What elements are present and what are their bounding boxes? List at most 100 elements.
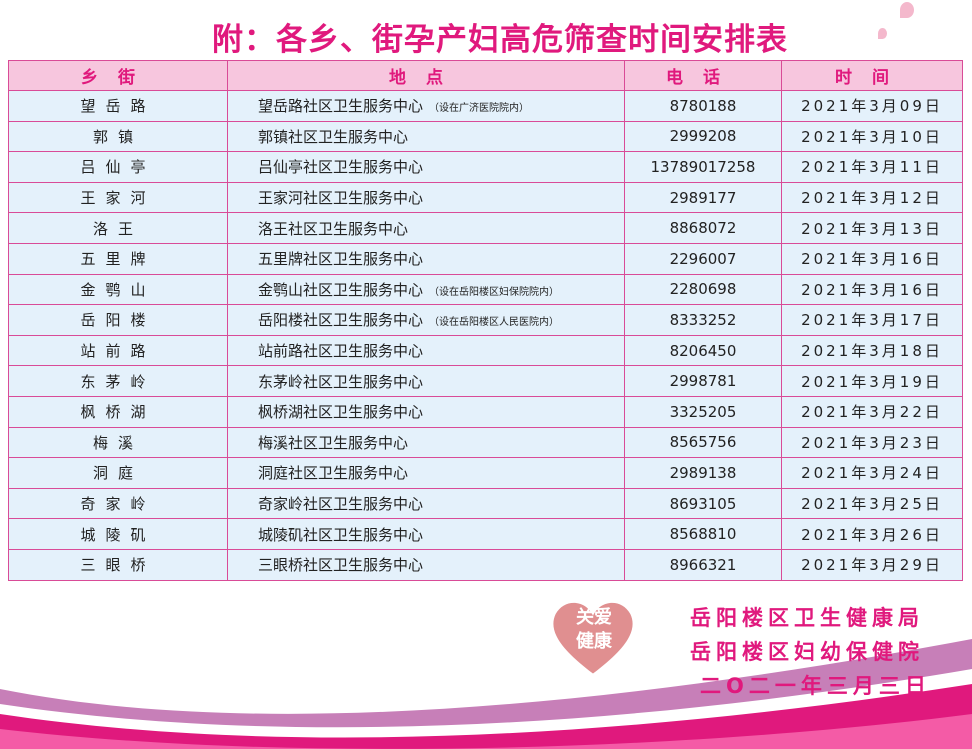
- location-name: 枫桥湖社区卫生服务中心: [258, 403, 424, 422]
- date-cell: 2021年3月12日: [781, 181, 963, 214]
- location-name: 站前路社区卫生服务中心: [258, 342, 424, 361]
- phone-cell: 2989177: [624, 181, 782, 214]
- table-row: 站前路 站前路社区卫生服务中心 8206450 2021年3月18日: [8, 334, 963, 367]
- street-cell: 奇家岭: [8, 487, 228, 520]
- table-row: 梅溪 梅溪社区卫生服务中心 8565756 2021年3月23日: [8, 426, 963, 459]
- date-cell: 2021年3月16日: [781, 242, 963, 275]
- date-cell: 2021年3月18日: [781, 334, 963, 367]
- location-note: （设在岳阳楼区人民医院内）: [429, 317, 560, 329]
- table-row: 金鹗山 金鹗山社区卫生服务中心 （设在岳阳楼区妇保院院内） 2280698 202…: [8, 273, 963, 306]
- schedule-table: 乡街 地点 电话 时间 望岳路 望岳路社区卫生服务中心 （设在广济医院院内） 87…: [8, 60, 963, 581]
- logo-line2: 健康: [576, 631, 612, 652]
- table-row: 五里牌 五里牌社区卫生服务中心 2296007 2021年3月16日: [8, 242, 963, 275]
- street-cell: 岳阳楼: [8, 304, 228, 336]
- phone-cell: 8568810: [624, 518, 782, 550]
- date-cell: 2021年3月11日: [781, 151, 963, 183]
- date-cell: 2021年3月22日: [781, 395, 963, 428]
- street-cell: 站前路: [8, 334, 228, 367]
- decorative-wave-band: [0, 639, 972, 749]
- phone-cell: 8693105: [624, 487, 782, 520]
- heart-logo-text: 关爱 健康: [570, 606, 618, 654]
- table-row: 城陵矶 城陵矶社区卫生服务中心 8568810 2021年3月26日: [8, 518, 963, 550]
- org-maternal-hospital: 岳阳楼区妇幼保健院: [690, 640, 924, 664]
- location-name: 三眼桥社区卫生服务中心: [258, 556, 424, 575]
- header-phone: 电话: [624, 60, 782, 91]
- location-cell: 洛王社区卫生服务中心: [227, 212, 625, 244]
- location-cell: 望岳路社区卫生服务中心 （设在广济医院院内）: [227, 90, 625, 122]
- table-row: 望岳路 望岳路社区卫生服务中心 （设在广济医院院内） 8780188 2021年3…: [8, 90, 963, 122]
- date-cell: 2021年3月29日: [781, 548, 963, 581]
- table-row: 郭镇 郭镇社区卫生服务中心 2999208 2021年3月10日: [8, 120, 963, 153]
- footer-date: 二O二一年三月三日: [700, 674, 931, 698]
- table-row: 奇家岭 奇家岭社区卫生服务中心 8693105 2021年3月25日: [8, 487, 963, 520]
- phone-cell: 2998781: [624, 365, 782, 397]
- location-cell: 枫桥湖社区卫生服务中心: [227, 395, 625, 428]
- location-name: 吕仙亭社区卫生服务中心: [258, 158, 424, 177]
- street-cell: 望岳路: [8, 90, 228, 122]
- street-cell: 王家河: [8, 181, 228, 214]
- street-cell: 枫桥湖: [8, 395, 228, 428]
- phone-cell: 2280698: [624, 273, 782, 306]
- date-cell: 2021年3月16日: [781, 273, 963, 306]
- location-name: 奇家岭社区卫生服务中心: [258, 495, 424, 514]
- table-row: 王家河 王家河社区卫生服务中心 2989177 2021年3月12日: [8, 181, 963, 214]
- date-cell: 2021年3月24日: [781, 457, 963, 489]
- location-name: 洛王社区卫生服务中心: [258, 219, 409, 238]
- table-row: 吕仙亭 吕仙亭社区卫生服务中心 13789017258 2021年3月11日: [8, 151, 963, 183]
- location-cell: 城陵矶社区卫生服务中心: [227, 518, 625, 550]
- petal-decoration: [900, 2, 914, 18]
- phone-cell: 3325205: [624, 395, 782, 428]
- date-cell: 2021年3月25日: [781, 487, 963, 520]
- table-row: 岳阳楼 岳阳楼社区卫生服务中心 （设在岳阳楼区人民医院内） 8333252 202…: [8, 304, 963, 336]
- location-cell: 站前路社区卫生服务中心: [227, 334, 625, 367]
- location-cell: 金鹗山社区卫生服务中心 （设在岳阳楼区妇保院院内）: [227, 273, 625, 306]
- header-date: 时间: [781, 60, 963, 91]
- table-row: 洛王 洛王社区卫生服务中心 8868072 2021年3月13日: [8, 212, 963, 244]
- phone-cell: 2989138: [624, 457, 782, 489]
- location-name: 梅溪社区卫生服务中心: [258, 433, 409, 452]
- location-cell: 梅溪社区卫生服务中心: [227, 426, 625, 459]
- date-cell: 2021年3月10日: [781, 120, 963, 153]
- table-row: 洞庭 洞庭社区卫生服务中心 2989138 2021年3月24日: [8, 457, 963, 489]
- location-name: 王家河社区卫生服务中心: [258, 189, 424, 208]
- phone-cell: 2296007: [624, 242, 782, 275]
- location-cell: 吕仙亭社区卫生服务中心: [227, 151, 625, 183]
- phone-cell: 8868072: [624, 212, 782, 244]
- street-cell: 东茅岭: [8, 365, 228, 397]
- org-health-bureau: 岳阳楼区卫生健康局: [690, 606, 924, 630]
- location-name: 洞庭社区卫生服务中心: [258, 464, 409, 483]
- header-street: 乡街: [8, 60, 228, 91]
- location-cell: 东茅岭社区卫生服务中心: [227, 365, 625, 397]
- date-cell: 2021年3月19日: [781, 365, 963, 397]
- phone-cell: 8966321: [624, 548, 782, 581]
- phone-cell: 8565756: [624, 426, 782, 459]
- street-cell: 吕仙亭: [8, 151, 228, 183]
- date-cell: 2021年3月23日: [781, 426, 963, 459]
- location-name: 望岳路社区卫生服务中心: [258, 97, 424, 116]
- phone-cell: 8333252: [624, 304, 782, 336]
- street-cell: 梅溪: [8, 426, 228, 459]
- header-location: 地点: [227, 60, 625, 91]
- table-row: 枫桥湖 枫桥湖社区卫生服务中心 3325205 2021年3月22日: [8, 395, 963, 428]
- street-cell: 郭镇: [8, 120, 228, 153]
- location-cell: 岳阳楼社区卫生服务中心 （设在岳阳楼区人民医院内）: [227, 304, 625, 336]
- phone-cell: 13789017258: [624, 151, 782, 183]
- page-title: 附：各乡、街孕产妇高危筛查时间安排表: [212, 22, 788, 58]
- street-cell: 洞庭: [8, 457, 228, 489]
- phone-cell: 8780188: [624, 90, 782, 122]
- location-cell: 三眼桥社区卫生服务中心: [227, 548, 625, 581]
- table-row: 三眼桥 三眼桥社区卫生服务中心 8966321 2021年3月29日: [8, 548, 963, 581]
- street-cell: 五里牌: [8, 242, 228, 275]
- phone-cell: 8206450: [624, 334, 782, 367]
- logo-line1: 关爱: [576, 607, 612, 628]
- table-row: 东茅岭 东茅岭社区卫生服务中心 2998781 2021年3月19日: [8, 365, 963, 397]
- location-cell: 郭镇社区卫生服务中心: [227, 120, 625, 153]
- location-name: 岳阳楼社区卫生服务中心: [258, 311, 424, 330]
- location-cell: 洞庭社区卫生服务中心: [227, 457, 625, 489]
- location-cell: 奇家岭社区卫生服务中心: [227, 487, 625, 520]
- location-cell: 王家河社区卫生服务中心: [227, 181, 625, 214]
- street-cell: 三眼桥: [8, 548, 228, 581]
- street-cell: 城陵矶: [8, 518, 228, 550]
- location-name: 东茅岭社区卫生服务中心: [258, 372, 424, 391]
- date-cell: 2021年3月13日: [781, 212, 963, 244]
